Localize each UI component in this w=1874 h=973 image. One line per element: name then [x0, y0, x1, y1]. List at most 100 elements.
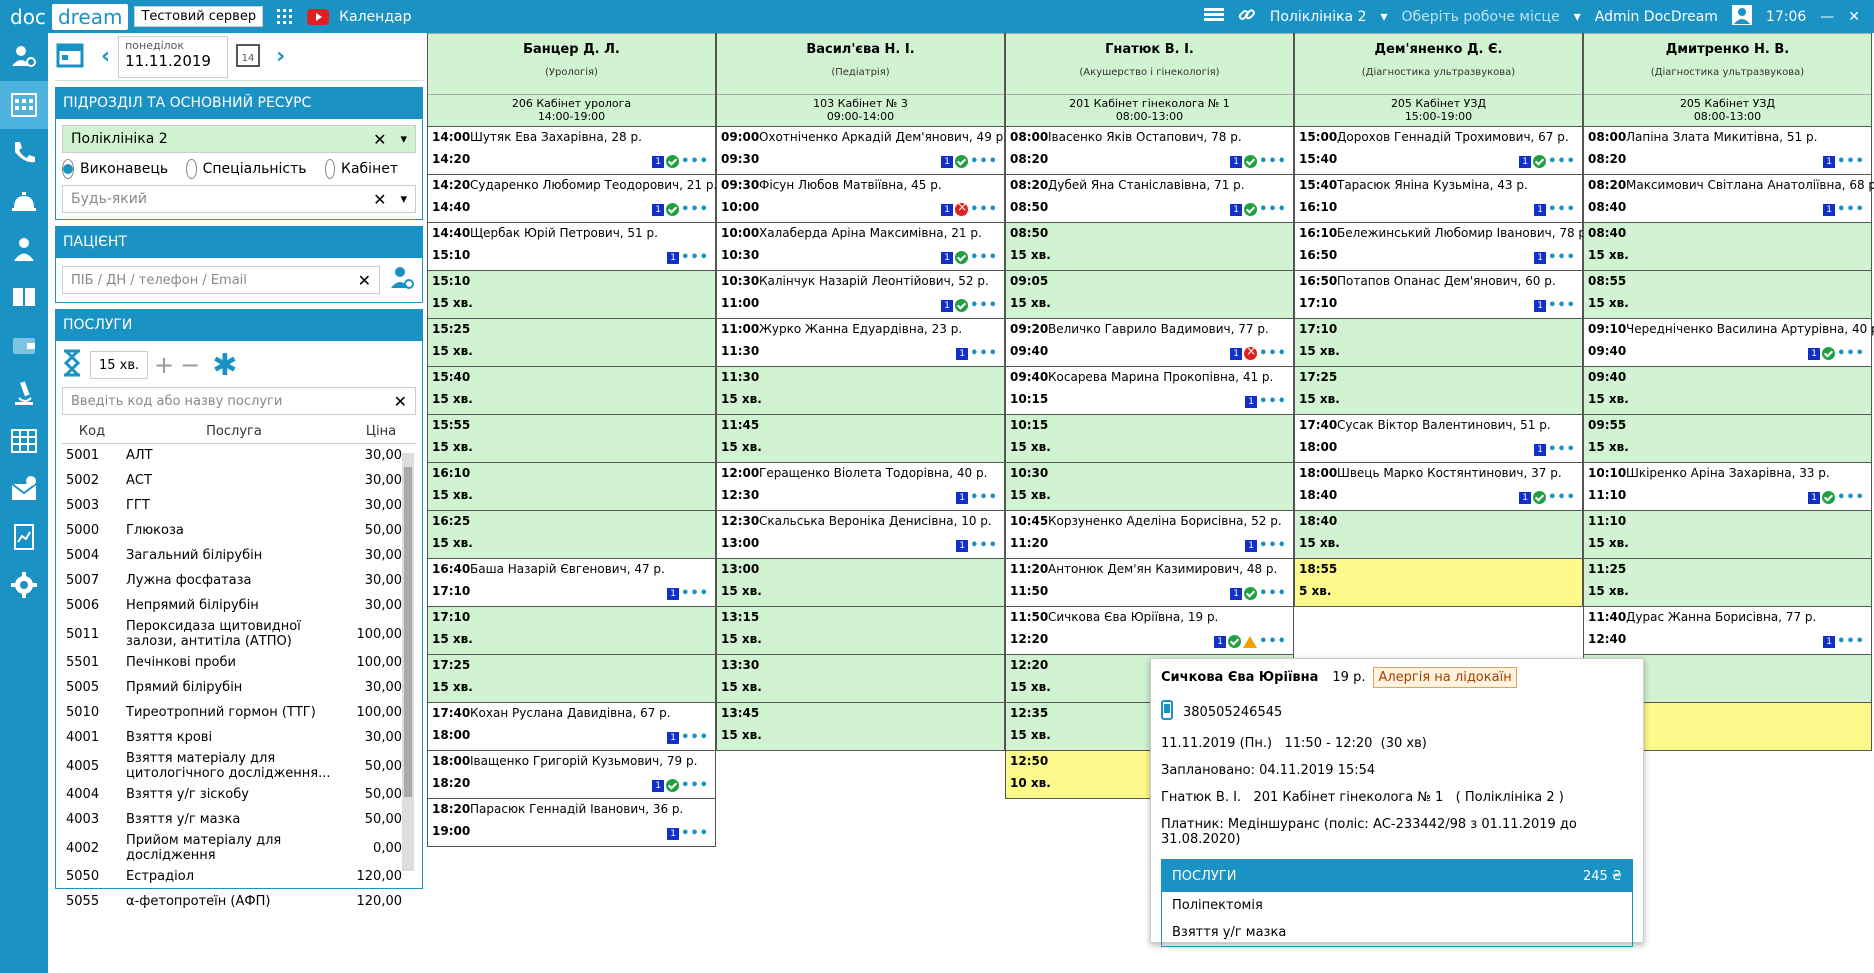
wallet-icon[interactable] — [0, 321, 48, 369]
more-options-icon[interactable]: ••• — [681, 250, 709, 265]
clear-icon[interactable]: ✕ — [357, 270, 371, 290]
free-slot[interactable]: 11:30 15 хв. — [717, 367, 1004, 415]
doctor-header[interactable]: Гнатюк В. І. (Акушерство і гінекологія) — [1006, 33, 1293, 95]
services-scrollbar[interactable] — [402, 453, 414, 871]
link-icon[interactable] — [1238, 6, 1256, 28]
microscope-icon[interactable] — [0, 369, 48, 417]
free-slot[interactable]: 17:25 15 хв. — [428, 655, 715, 703]
col-name[interactable]: Послуга — [122, 421, 346, 444]
youtube-icon[interactable] — [307, 8, 330, 25]
minimize-icon[interactable]: — — [1820, 8, 1835, 25]
free-slot[interactable]: 15:25 15 хв. — [428, 319, 715, 367]
appointment-slot[interactable]: 12:30 Скальська Вероніка Денисівна, 10 р.… — [717, 511, 1004, 559]
calendar-icon[interactable] — [0, 81, 48, 129]
workplace-selector[interactable]: Оберіть робоче місце — [1401, 8, 1560, 25]
scroll-thumb[interactable] — [404, 467, 412, 797]
free-slot[interactable]: 09:05 15 хв. — [1006, 271, 1293, 319]
service-row[interactable]: 4004 Взяття у/г зіскобу 50,00 — [62, 782, 416, 807]
more-options-icon[interactable]: ••• — [1548, 490, 1576, 505]
appointment-slot[interactable]: 18:20 Парасюк Геннадій Іванович, 36 р. 19:… — [428, 799, 715, 847]
appointment-slot[interactable]: 09:00 Охотніченко Аркадій Дем'янович, 49 … — [717, 127, 1007, 175]
appointment-slot[interactable]: 18:00 Іващенко Григорій Кузьмович, 79 р. 1… — [428, 751, 715, 799]
appointment-slot[interactable]: 11:40 Дурас Жанна Борисівна, 77 р. 12:40 1 •… — [1584, 607, 1871, 655]
appointment-slot[interactable]: 16:50 Потапов Опанас Дем'янович, 60 р. 17:… — [1295, 271, 1582, 319]
chevron-down-icon[interactable]: ▾ — [1380, 8, 1388, 25]
radio-performer[interactable] — [62, 159, 74, 179]
doctor-header[interactable]: Дмитренко Н. В. (Діагностика ультразвуков… — [1584, 33, 1871, 95]
appointment-slot[interactable]: 11:50 Сичкова Єва Юріївна, 19 р. 12:20 1 ••• — [1006, 607, 1293, 655]
more-options-icon[interactable]: ••• — [1259, 202, 1287, 217]
service-row[interactable]: 5010 Тиреотропний гормон (ТТГ) 100,00 — [62, 700, 416, 725]
plus-icon[interactable]: + — [154, 351, 175, 379]
appointment-slot[interactable]: 10:00 Халаберда Аріна Максимівна, 21 р. 10… — [717, 223, 1004, 271]
tooltip-phone[interactable]: 380505246545 — [1183, 704, 1283, 720]
radio-specialty[interactable] — [186, 159, 197, 179]
more-options-icon[interactable]: ••• — [1259, 586, 1287, 601]
more-options-icon[interactable]: ••• — [1837, 490, 1865, 505]
free-slot[interactable]: 09:40 15 хв. — [1584, 367, 1871, 415]
appointment-slot[interactable]: 08:20 Дубей Яна Станіславівна, 71 р. 08:50… — [1006, 175, 1293, 223]
appointment-slot[interactable]: 09:10 Чередніченко Василина Артурівна, 40… — [1584, 319, 1874, 367]
more-options-icon[interactable]: ••• — [970, 202, 998, 217]
clinic-select[interactable]: Поліклініка 2 ✕ ▾ — [62, 125, 416, 153]
more-options-icon[interactable]: ••• — [1837, 154, 1865, 169]
appointment-slot[interactable]: 10:30 Калінчук Назарій Леонтійович, 52 р.… — [717, 271, 1004, 319]
more-options-icon[interactable]: ••• — [681, 826, 709, 841]
more-options-icon[interactable]: ••• — [1837, 634, 1865, 649]
chevron-down-icon[interactable]: ▾ — [400, 191, 407, 207]
service-row[interactable]: 4003 Взяття у/г мазка 50,00 — [62, 807, 416, 832]
schedule-grid-icon[interactable] — [0, 417, 48, 465]
service-row[interactable]: 5050 Естрадіол 120,00 — [62, 864, 416, 889]
more-options-icon[interactable]: ••• — [681, 202, 709, 217]
col-code[interactable]: Код — [62, 421, 122, 444]
free-slot[interactable]: 17:10 15 хв. — [428, 607, 715, 655]
list-view-icon[interactable] — [1203, 7, 1224, 27]
discount-mail-icon[interactable] — [0, 465, 48, 513]
free-slot[interactable]: 11:45 15 хв. — [717, 415, 1004, 463]
appointment-slot[interactable]: 17:40 Сусак Віктор Валентинович, 51 р. 18:… — [1295, 415, 1582, 463]
chevron-down-icon[interactable]: ▾ — [400, 131, 407, 147]
free-slot[interactable]: 15:55 15 хв. — [428, 415, 715, 463]
free-slot[interactable]: 13:15 15 хв. — [717, 607, 1004, 655]
appointment-slot[interactable]: 16:10 Бележинський Любомир Іванович, 78 р… — [1295, 223, 1590, 271]
today-calendar-icon[interactable]: 14 — [236, 42, 261, 72]
appointment-slot[interactable]: 09:20 Величко Гаврило Вадимович, 77 р. 09:… — [1006, 319, 1293, 367]
service-row[interactable]: 4005 Взяття матеріалу для цитологічного д… — [62, 750, 416, 782]
clear-icon[interactable]: ✕ — [393, 391, 407, 411]
more-options-icon[interactable]: ••• — [1548, 154, 1576, 169]
report-icon[interactable] — [0, 513, 48, 561]
free-slot[interactable]: 13:30 15 хв. — [717, 655, 1004, 703]
appointment-slot[interactable]: 15:00 Дорохов Геннадій Трохимович, 67 р. 1… — [1295, 127, 1582, 175]
free-slot[interactable]: 15:40 15 хв. — [428, 367, 715, 415]
appointment-slot[interactable]: 12:00 Геращенко Віолета Тодорівна, 40 р. 1… — [717, 463, 1004, 511]
appointment-slot[interactable]: 11:00 Журко Жанна Едуардівна, 23 р. 11:30 1… — [717, 319, 1004, 367]
more-options-icon[interactable]: ••• — [1259, 154, 1287, 169]
service-row[interactable]: 4001 Взяття крові 30,00 — [62, 725, 416, 750]
more-options-icon[interactable]: ••• — [681, 154, 709, 169]
more-options-icon[interactable]: ••• — [970, 250, 998, 265]
more-options-icon[interactable]: ••• — [1837, 346, 1865, 361]
patient-search-input[interactable]: ПІБ / ДН / телефон / Email ✕ — [62, 266, 380, 294]
more-options-icon[interactable]: ••• — [681, 730, 709, 745]
next-day-chevron-icon[interactable]: › — [276, 44, 286, 69]
service-row[interactable]: 5011 Пероксидаза щитовидної залози, антит… — [62, 618, 416, 650]
service-row[interactable]: 5005 Прямий білірубін 30,00 — [62, 675, 416, 700]
service-search-input[interactable]: Введіть код або назву послуги ✕ — [62, 387, 416, 415]
free-slot[interactable]: 16:25 15 хв. — [428, 511, 715, 559]
date-field[interactable]: понеділок 11.11.2019 — [118, 35, 229, 78]
service-row[interactable]: 5007 Лужна фосфатаза 30,00 — [62, 568, 416, 593]
free-slot[interactable]: 17:25 15 хв. — [1295, 367, 1582, 415]
appointment-slot[interactable]: 10:45 Корзуненко Аделіна Борисівна, 52 р.… — [1006, 511, 1293, 559]
resource-select[interactable]: Будь-який ✕ ▾ — [62, 185, 416, 213]
free-slot[interactable]: 15:10 15 хв. — [428, 271, 715, 319]
more-options-icon[interactable]: ••• — [970, 538, 998, 553]
patient-search-icon[interactable] — [0, 33, 48, 81]
more-options-icon[interactable]: ••• — [1548, 250, 1576, 265]
appointment-slot[interactable]: 08:00 Івасенко Яків Остапович, 78 р. 08:20… — [1006, 127, 1293, 175]
service-row[interactable]: 5001 АЛТ 30,00 — [62, 443, 416, 468]
appointment-slot[interactable]: 14:20 Сударенко Любомир Теодорович, 21 р.… — [428, 175, 717, 223]
minus-icon[interactable]: − — [180, 351, 201, 379]
service-row[interactable]: 5004 Загальний білірубін 30,00 — [62, 543, 416, 568]
more-options-icon[interactable]: ••• — [1548, 298, 1576, 313]
